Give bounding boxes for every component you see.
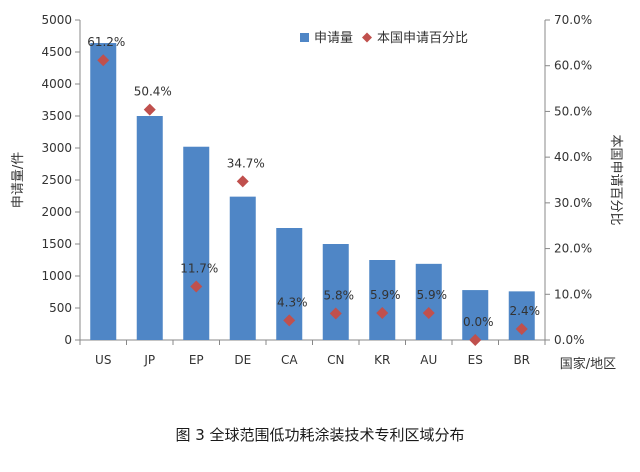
bar [369, 260, 396, 340]
y-left-tick-label: 0 [64, 333, 72, 347]
data-labels: 61.2% 50.4% 11.7% 34.7% 4.3% 5.8% 5.9% 5.9% 0.0%… [87, 35, 540, 329]
x-axis-title: 国家/地区 [560, 356, 616, 372]
percent-point [283, 314, 296, 327]
legend-label-bars: 申请量 [314, 31, 353, 46]
y-axis-right-title: 本国申请百分比 [608, 134, 623, 225]
x-tick-label: AU [420, 353, 437, 367]
percent-label: 11.7% [180, 262, 218, 276]
percent-point [143, 103, 156, 116]
percent-point [97, 54, 110, 67]
legend-swatch-bars [300, 33, 309, 42]
bar [322, 244, 349, 340]
x-tick-label: US [95, 353, 111, 367]
percent-point [469, 334, 482, 346]
chart: 0 500 1000 1500 2000 2500 3000 3500 4000 4500 5000… [11, 13, 623, 372]
percent-point [376, 307, 389, 320]
x-tick-label: DE [234, 353, 251, 367]
x-tick-label: BR [513, 353, 530, 367]
percent-point [190, 280, 203, 293]
y-left-tick-label: 500 [49, 301, 72, 315]
percent-series [97, 54, 528, 346]
legend: 申请量 本国申请百分比 [300, 31, 468, 46]
x-tick-label: JP [143, 353, 155, 367]
percent-label: 34.7% [227, 156, 265, 170]
x-tick-label: KR [374, 353, 390, 367]
y-left-tick-label: 2500 [41, 173, 72, 187]
chart-axes: 0 500 1000 1500 2000 2500 3000 3500 4000 4500 5000… [41, 13, 592, 367]
y-right-tick-label: 20.0% [554, 242, 592, 256]
legend-swatch-percent [362, 32, 372, 43]
percent-point [236, 175, 249, 188]
y-left-tick-label: 2000 [41, 205, 72, 219]
y-right-tick-label: 60.0% [554, 59, 592, 73]
bar [462, 290, 489, 340]
y-axis-left-title: 申请量/件 [11, 152, 26, 208]
y-right-tick-label: 40.0% [554, 150, 592, 164]
figure-caption: 图 3 全球范围低功耗涂装技术专利区域分布 [175, 426, 465, 444]
x-tick-label: CN [327, 353, 344, 367]
percent-label: 5.9% [417, 288, 448, 302]
y-left-tick-label: 1000 [41, 269, 72, 283]
percent-label: 61.2% [87, 35, 125, 49]
percent-point [515, 323, 528, 336]
y-right-tick-label: 70.0% [554, 13, 592, 27]
y-left-tick-label: 4000 [41, 77, 72, 91]
bar [415, 263, 442, 340]
percent-label: 5.8% [324, 288, 355, 302]
x-tick-label: CA [281, 353, 298, 367]
bar [90, 43, 117, 340]
percent-label: 0.0% [463, 315, 494, 329]
percent-point [329, 307, 342, 320]
percent-point [422, 307, 435, 320]
percent-label: 5.9% [370, 288, 401, 302]
bar [183, 146, 210, 340]
y-left-tick-label: 3000 [41, 141, 72, 155]
y-right-tick-label: 0.0% [554, 333, 585, 347]
y-left-tick-label: 1500 [41, 237, 72, 251]
x-tick-label: EP [189, 353, 204, 367]
percent-label: 4.3% [277, 295, 308, 309]
y-right-tick-label: 10.0% [554, 287, 592, 301]
legend-label-percent: 本国申请百分比 [377, 31, 468, 46]
y-left-tick-label: 3500 [41, 109, 72, 123]
bar [229, 196, 256, 340]
y-right-tick-label: 30.0% [554, 196, 592, 210]
y-right-tick-label: 50.0% [554, 104, 592, 118]
x-tick-label: ES [468, 353, 483, 367]
y-left-tick-label: 4500 [41, 45, 72, 59]
percent-label: 2.4% [510, 304, 541, 318]
bar-series [90, 43, 535, 340]
bar [136, 116, 163, 340]
y-left-tick-label: 5000 [41, 13, 72, 27]
percent-label: 50.4% [134, 85, 172, 99]
